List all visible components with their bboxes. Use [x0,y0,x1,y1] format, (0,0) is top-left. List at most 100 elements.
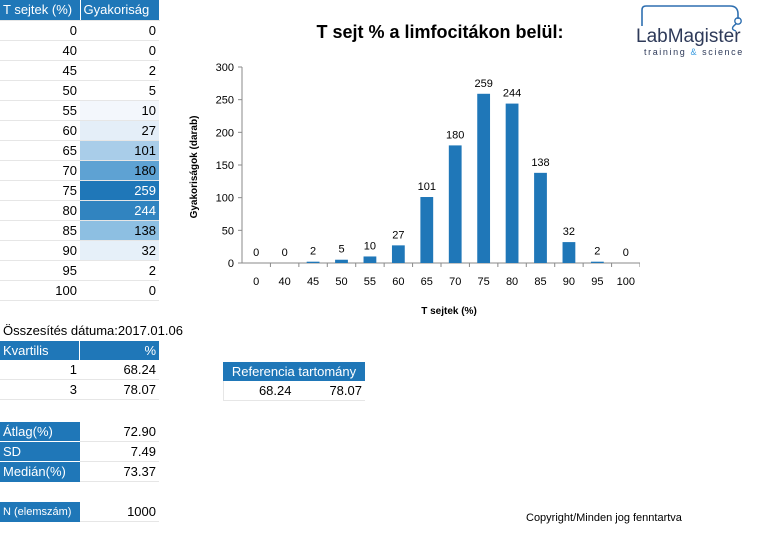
frequency-value: 5 [80,80,159,101]
frequency-row: 100 0 [0,280,159,301]
bar-chart: T sejt % a limfocitákon belül: Gyakorisá… [189,22,640,317]
data-label: 10 [364,240,376,252]
stat-value: 73.37 [80,462,159,482]
stat-label: Átlag(%) [0,422,80,442]
x-tick-label: 95 [591,276,603,288]
frequency-row: 70 180 [0,160,159,181]
frequency-row: 95 2 [0,260,159,281]
sample-size: N (elemszám) 1000 [0,502,159,522]
header-frequency: Gyakoriság [80,0,160,21]
frequency-value: 180 [80,160,159,181]
quartile-index: 1 [0,360,80,380]
logo-tagline: training & science [644,47,744,57]
t-cell-value: 45 [0,60,80,81]
frequency-value: 32 [80,240,159,261]
frequency-value: 2 [80,60,159,81]
frequency-row: 80 244 [0,200,159,221]
t-cell-value: 90 [0,240,80,261]
bar [420,197,434,263]
logo-tagline-amp: & [690,47,699,57]
x-tick-label: 80 [506,276,518,288]
reference-header: Referencia tartomány [223,362,365,381]
frequency-value: 138 [80,220,159,241]
t-cell-value: 55 [0,100,80,121]
x-tick-label: 90 [563,276,575,288]
x-tick-label: 70 [449,276,461,288]
stat-mean: Átlag(%) 72.90 [0,422,159,442]
stat-value: 7.49 [80,442,159,462]
stat-value: 72.90 [80,422,159,442]
bar [448,145,462,263]
frequency-row: 65 101 [0,140,159,161]
reference-high: 78.07 [294,381,365,401]
bar [477,93,491,263]
x-tick-label: 65 [421,276,433,288]
y-tick-label: 150 [216,160,234,172]
bar [590,261,604,263]
data-label: 0 [282,247,288,259]
data-label: 180 [446,129,464,141]
t-cell-value: 0 [0,20,80,41]
frequency-row: 75 259 [0,180,159,201]
reference-low: 68.24 [224,381,295,401]
bar [534,172,547,263]
logo-graphic [641,5,742,32]
bar [562,242,576,263]
quartile-value: 78.07 [80,380,159,400]
x-axis-label: T sejtek (%) [421,306,477,317]
frequency-value: 259 [80,180,159,201]
frequency-value: 10 [80,100,159,121]
sample-size-value: 1000 [80,502,159,522]
stat-median: Medián(%) 73.37 [0,462,159,482]
y-tick-label: 300 [216,62,234,74]
frequency-table-header: T sejtek (%) Gyakoriság [0,0,160,21]
frequency-row: 40 0 [0,40,159,61]
bar [505,103,519,263]
logo-tagline-training: training [644,47,687,57]
stat-label: SD [0,442,80,462]
summary-date: Összesítés dátuma:2017.01.06 [3,323,183,338]
labmagister-logo: LabMagister training & science [632,4,752,60]
t-cell-value: 70 [0,160,80,181]
data-label: 101 [418,181,436,193]
x-tick-label: 60 [392,276,404,288]
plot-area: 0 50 100 150 200 250 300 0 0 0 40 2 45 5 50 10 55 27 60 101… [216,62,640,288]
t-cell-value: 80 [0,200,80,221]
x-tick-label: 55 [364,276,376,288]
data-label: 0 [253,247,259,259]
y-tick-label: 100 [216,193,234,205]
header-t-cells: T sejtek (%) [0,0,81,21]
x-tick-label: 50 [335,276,347,288]
data-label: 0 [623,247,629,259]
frequency-row: 45 2 [0,60,159,81]
frequency-value: 0 [80,20,159,41]
y-tick-label: 250 [216,95,234,107]
frequency-row: 90 32 [0,240,159,261]
chart-title: T sejt % a limfocitákon belül: [316,22,563,42]
frequency-value: 244 [80,200,159,221]
t-cell-value: 65 [0,140,80,161]
quartile-index: 3 [0,380,80,400]
frequency-row: 85 138 [0,220,159,241]
logo-tagline-science: science [702,47,744,57]
x-tick-label: 75 [478,276,490,288]
frequency-value: 0 [80,280,159,301]
reference-range: Referencia tartomány 68.24 78.07 [223,362,365,401]
data-label: 27 [392,229,404,241]
stat-sd: SD 7.49 [0,442,159,462]
frequency-value: 27 [80,120,159,141]
copyright: Copyright/Minden jog fenntartva [526,512,682,524]
data-label: 244 [503,88,521,100]
bar [391,245,405,263]
frequency-value: 101 [80,140,159,161]
bar [363,256,377,263]
t-cell-value: 95 [0,260,80,281]
data-label: 2 [594,246,600,258]
percent-header: % [80,341,159,360]
frequency-row: 50 5 [0,80,159,101]
data-label: 5 [338,244,344,256]
logo-name: LabMagister [636,26,741,47]
data-label: 259 [474,78,492,90]
t-cell-value: 40 [0,40,80,61]
